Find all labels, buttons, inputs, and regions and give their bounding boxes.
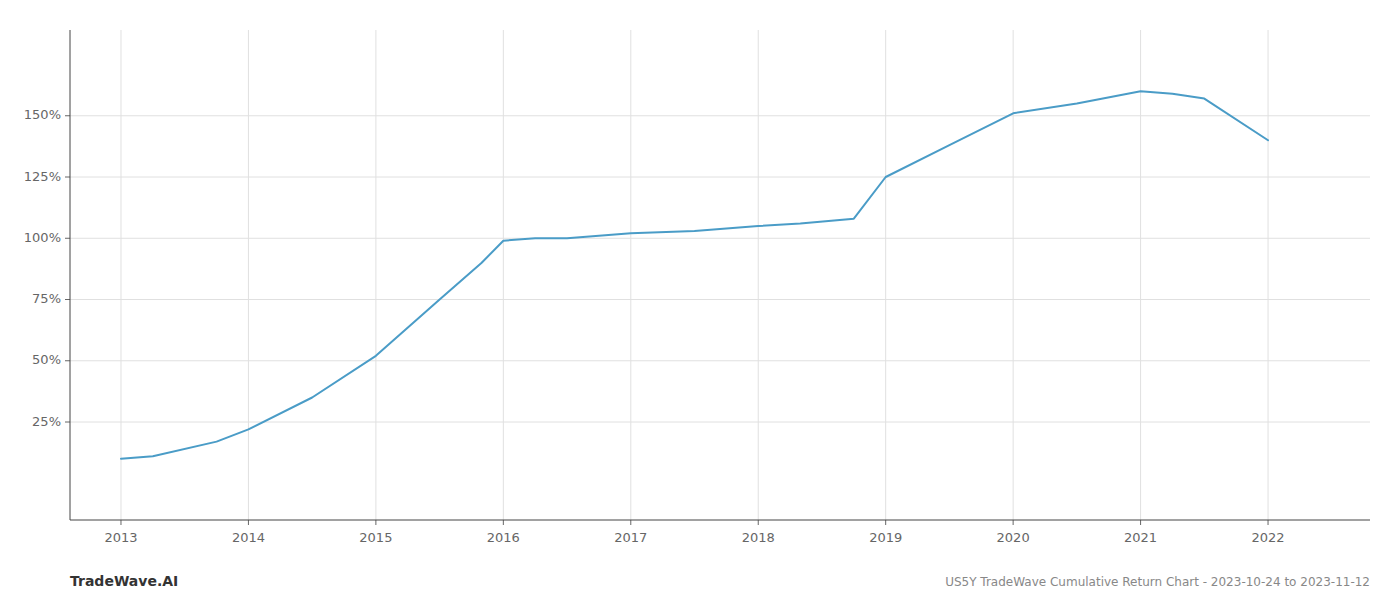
footer-right: US5Y TradeWave Cumulative Return Chart -… <box>945 575 1370 589</box>
tick-y <box>65 422 70 423</box>
grid-line-x <box>1013 30 1014 520</box>
grid-line-x <box>503 30 504 520</box>
tick-x <box>375 520 376 525</box>
grid-line-y <box>70 299 1370 300</box>
axis-line-x <box>70 520 1370 521</box>
tick-x <box>503 520 504 525</box>
grid-line-y <box>70 238 1370 239</box>
grid-line-x <box>1140 30 1141 520</box>
plot-area <box>121 91 1268 459</box>
grid-line-x <box>120 30 121 520</box>
tick-y <box>65 177 70 178</box>
tick-x <box>1013 520 1014 525</box>
tick-x <box>1268 520 1269 525</box>
line <box>121 91 1268 459</box>
tick-label-y: 75% <box>32 291 61 306</box>
tick-label-x: 2015 <box>359 530 392 545</box>
tick-y <box>65 238 70 239</box>
tick-label-x: 2020 <box>997 530 1030 545</box>
tick-x <box>758 520 759 525</box>
tick-x <box>120 520 121 525</box>
grid-line-x <box>758 30 759 520</box>
chart: 25% 50% 75% 100% 125% 150% 2013 2014 2015 2016 201… <box>0 0 1400 600</box>
tick-label-x: 2017 <box>614 530 647 545</box>
grid-line-y <box>70 360 1370 361</box>
grid-line-x <box>630 30 631 520</box>
tick-label-y: 125% <box>24 169 61 184</box>
tick-y <box>65 360 70 361</box>
tick-y <box>65 115 70 116</box>
tick-label-x: 2013 <box>104 530 137 545</box>
grid-line-x <box>1268 30 1269 520</box>
grid-line-x <box>248 30 249 520</box>
tick-label-x: 2014 <box>232 530 265 545</box>
tick-label-x: 2016 <box>487 530 520 545</box>
tick-label-y: 50% <box>32 352 61 367</box>
grid-line-y <box>70 115 1370 116</box>
tick-x <box>1140 520 1141 525</box>
grid-line-x <box>375 30 376 520</box>
tick-label-y: 100% <box>24 230 61 245</box>
footer-left: TradeWave.AI <box>70 573 178 589</box>
tick-label-y: 150% <box>24 107 61 122</box>
grid-line-y <box>70 177 1370 178</box>
tick-label-x: 2019 <box>869 530 902 545</box>
tick-x <box>885 520 886 525</box>
tick-label-x: 2018 <box>742 530 775 545</box>
background <box>0 0 1400 600</box>
tick-label-x: 2022 <box>1251 530 1284 545</box>
axes: 25% 50% 75% 100% 125% 150% 2013 2014 2015 2016 201… <box>24 30 1370 545</box>
tick-label-y: 25% <box>32 414 61 429</box>
grid-line-x <box>885 30 886 520</box>
grid <box>70 30 1370 520</box>
tick-x <box>630 520 631 525</box>
tick-y <box>65 299 70 300</box>
tick-label-x: 2021 <box>1124 530 1157 545</box>
tick-x <box>248 520 249 525</box>
axis-line-y <box>70 30 71 520</box>
